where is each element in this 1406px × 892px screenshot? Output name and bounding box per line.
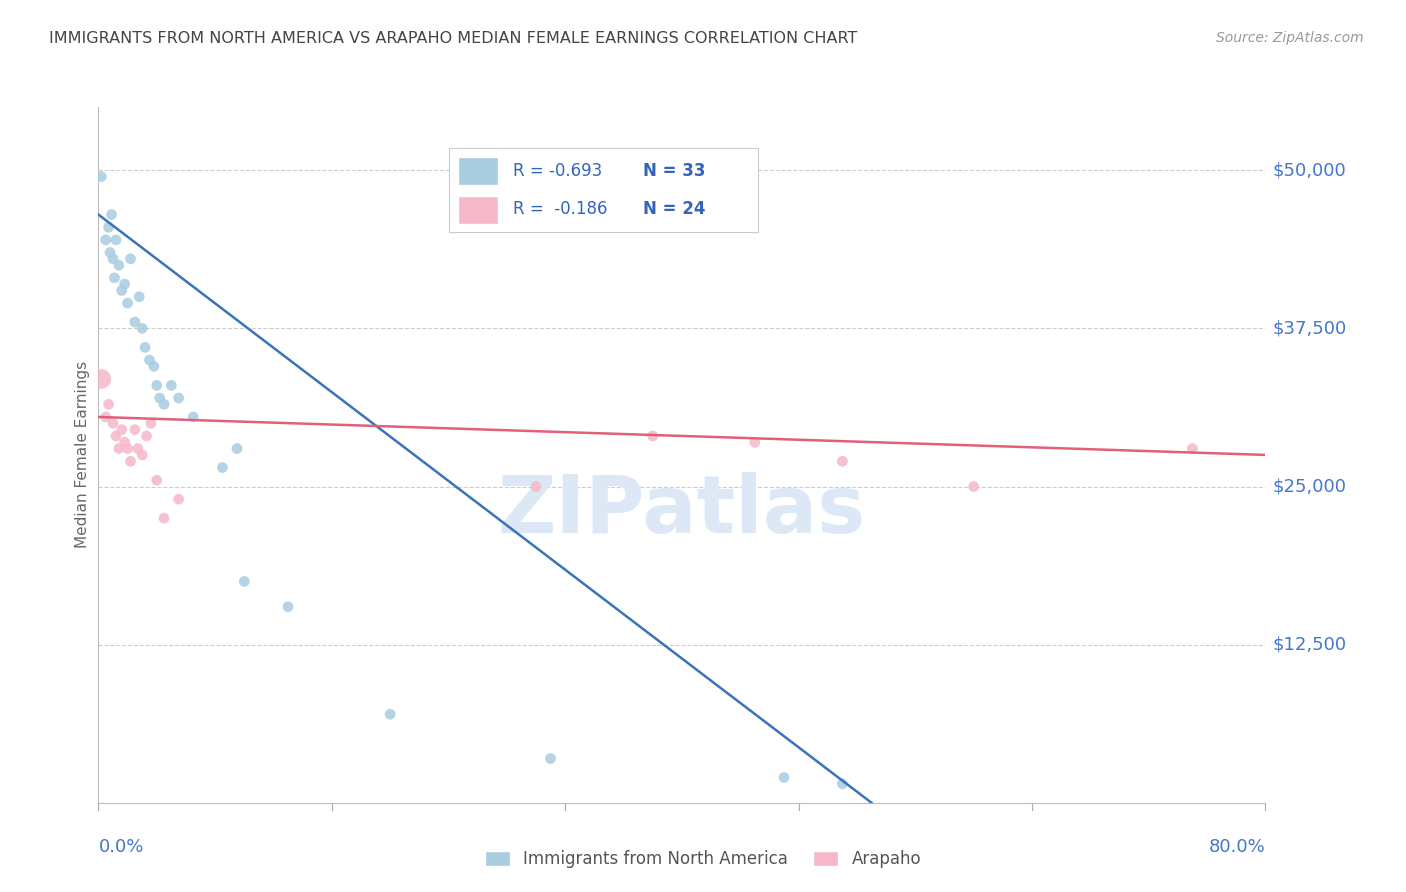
Point xyxy=(139,417,162,431)
Point xyxy=(104,233,127,247)
Point xyxy=(90,372,112,386)
Point xyxy=(97,397,120,411)
Text: N = 24: N = 24 xyxy=(644,201,706,219)
Point xyxy=(831,777,853,791)
Point xyxy=(773,771,796,785)
Point xyxy=(146,473,169,487)
Point xyxy=(135,429,157,443)
Point xyxy=(101,252,124,266)
Point xyxy=(167,391,190,405)
Point xyxy=(134,340,156,354)
Point xyxy=(97,220,120,235)
FancyBboxPatch shape xyxy=(458,157,498,185)
Point xyxy=(114,277,136,292)
Point xyxy=(111,423,134,437)
Point xyxy=(128,290,150,304)
Text: $50,000: $50,000 xyxy=(1272,161,1346,179)
Point xyxy=(127,442,149,456)
Point xyxy=(641,429,664,443)
Point xyxy=(111,284,134,298)
Text: 0.0%: 0.0% xyxy=(98,838,143,856)
Text: 80.0%: 80.0% xyxy=(1209,838,1265,856)
Legend: Immigrants from North America, Arapaho: Immigrants from North America, Arapaho xyxy=(478,844,928,875)
Point xyxy=(524,479,547,493)
Text: R = -0.693: R = -0.693 xyxy=(513,161,603,180)
Point xyxy=(1181,442,1204,456)
Point xyxy=(233,574,256,589)
Point xyxy=(124,423,146,437)
Point xyxy=(120,252,142,266)
Point xyxy=(831,454,853,468)
Point xyxy=(108,442,131,456)
Point xyxy=(100,208,122,222)
Point xyxy=(103,270,125,285)
Point xyxy=(131,448,153,462)
Point xyxy=(114,435,136,450)
Point xyxy=(90,169,112,184)
Point xyxy=(160,378,183,392)
Point xyxy=(98,245,121,260)
Point xyxy=(117,296,139,310)
Text: $25,000: $25,000 xyxy=(1272,477,1347,496)
Point xyxy=(962,479,984,493)
Point xyxy=(104,429,127,443)
Point xyxy=(94,409,117,424)
Point xyxy=(131,321,153,335)
Point xyxy=(124,315,146,329)
Point xyxy=(540,751,562,765)
Point xyxy=(378,707,402,722)
Point xyxy=(120,454,142,468)
Point xyxy=(146,378,169,392)
Text: Source: ZipAtlas.com: Source: ZipAtlas.com xyxy=(1216,31,1364,45)
Point xyxy=(138,353,160,368)
Point xyxy=(153,511,176,525)
Point xyxy=(94,233,117,247)
Point xyxy=(277,599,299,614)
Point xyxy=(117,442,139,456)
Point xyxy=(211,460,233,475)
Text: $12,500: $12,500 xyxy=(1272,636,1347,654)
Point xyxy=(226,442,249,456)
Point xyxy=(101,417,124,431)
Point xyxy=(142,359,165,374)
FancyBboxPatch shape xyxy=(458,196,498,224)
Point xyxy=(108,258,131,272)
Y-axis label: Median Female Earnings: Median Female Earnings xyxy=(75,361,90,549)
Text: $37,500: $37,500 xyxy=(1272,319,1347,337)
Point xyxy=(744,435,766,450)
Point xyxy=(181,409,204,424)
Point xyxy=(153,397,176,411)
Text: R =  -0.186: R = -0.186 xyxy=(513,201,607,219)
Text: ZIPatlas: ZIPatlas xyxy=(498,472,866,549)
Text: IMMIGRANTS FROM NORTH AMERICA VS ARAPAHO MEDIAN FEMALE EARNINGS CORRELATION CHAR: IMMIGRANTS FROM NORTH AMERICA VS ARAPAHO… xyxy=(49,31,858,46)
Point xyxy=(167,492,190,507)
Text: N = 33: N = 33 xyxy=(644,161,706,180)
Point xyxy=(149,391,172,405)
